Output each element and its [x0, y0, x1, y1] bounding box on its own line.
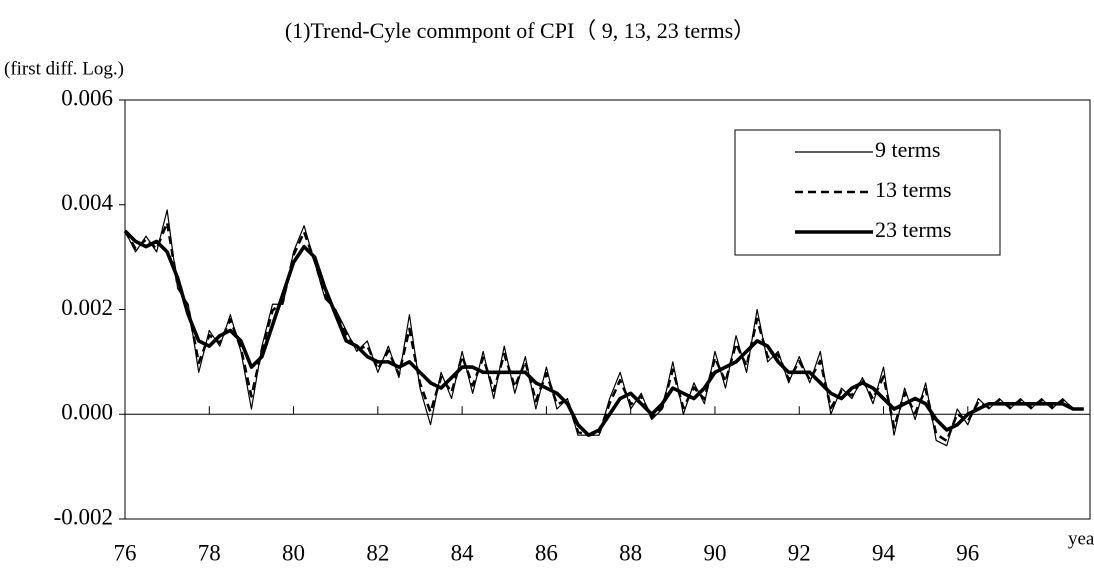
series-line — [123, 229, 1084, 437]
x-tick-label: 82 — [366, 540, 389, 565]
x-tick-label: 94 — [872, 540, 896, 565]
x-tick-label: 76 — [114, 540, 137, 565]
legend: 9 terms 13 terms 23 terms — [734, 129, 1001, 256]
legend-label: 13 terms — [875, 177, 951, 202]
y-tick-label: -0.002 — [54, 504, 113, 529]
x-tick-label: 78 — [198, 540, 221, 565]
y-tick-label: 0.000 — [61, 400, 113, 425]
y-tick-label: 0.004 — [61, 190, 113, 215]
y-tick-label: 0.002 — [61, 295, 113, 320]
x-tick-label: 80 — [282, 540, 305, 565]
legend-label: 9 terms — [875, 137, 940, 162]
x-tick-label: 92 — [788, 540, 811, 565]
x-tick-label: 86 — [535, 540, 558, 565]
y-tick-label: 0.006 — [61, 85, 113, 110]
legend-label: 23 terms — [875, 217, 951, 242]
x-tick-label: 84 — [451, 540, 475, 565]
x-tick-label: 90 — [703, 540, 726, 565]
x-axis-label: year — [1068, 528, 1094, 549]
series-line — [123, 221, 1084, 443]
x-tick-label: 96 — [956, 540, 979, 565]
chart-title: (1)Trend-Cyle commpont of CPI（ 9, 13, 23… — [285, 18, 755, 43]
y-axis-label: (first diff. Log.) — [4, 58, 124, 79]
x-tick-label: 88 — [619, 540, 642, 565]
